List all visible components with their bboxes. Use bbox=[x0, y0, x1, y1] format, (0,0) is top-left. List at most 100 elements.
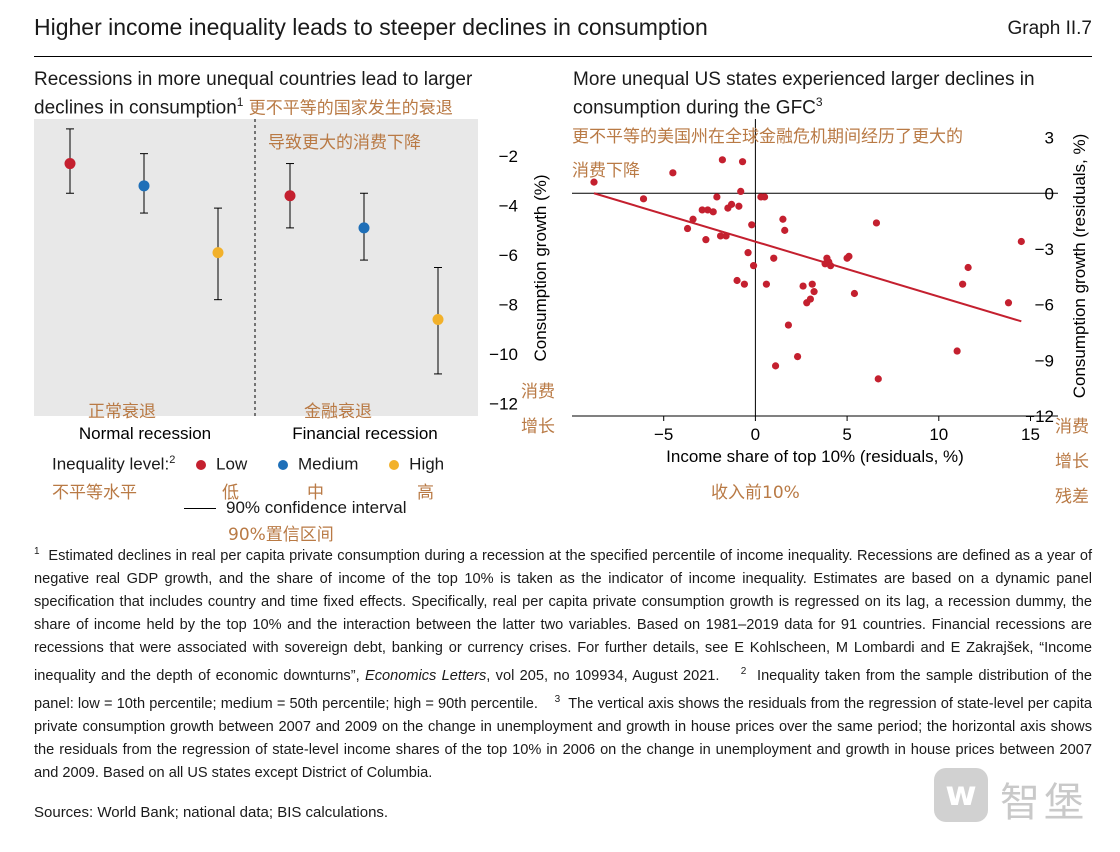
scatter-point bbox=[639, 195, 648, 203]
scatter-point bbox=[698, 206, 706, 214]
left-y-tick-label: −8 bbox=[499, 296, 518, 315]
footnote-1-text: Estimated declines in real per capita pr… bbox=[34, 547, 1092, 684]
legend-ci: 90% confidence interval bbox=[184, 498, 407, 518]
category-label-normal: Normal recession bbox=[79, 424, 211, 443]
legend-medium-cn: 中 bbox=[307, 483, 324, 503]
legend-title-cn: 不平等水平 bbox=[52, 483, 137, 503]
category-cn-financial: 金融衰退 bbox=[304, 402, 372, 422]
right-subtitle-line1: More unequal US states experienced large… bbox=[573, 69, 1035, 90]
right-y-tick-label: −9 bbox=[1035, 351, 1054, 370]
scatter-point bbox=[744, 249, 752, 257]
right-y-tick-label: −12 bbox=[1025, 407, 1054, 426]
scatter-point bbox=[964, 263, 972, 272]
point-medium bbox=[138, 180, 150, 192]
legend-title-sup: 2 bbox=[169, 454, 176, 466]
right-y-axis-label: Consumption growth (residuals, %) bbox=[1070, 134, 1089, 399]
right-x-tick-label: −5 bbox=[654, 425, 673, 444]
footnote-1-tail: , vol 205, no 109934, August 2021. bbox=[486, 667, 720, 684]
watermark: w 智堡 bbox=[934, 766, 1104, 826]
right-y-tick-label: −6 bbox=[1035, 296, 1054, 315]
legend-medium-marker bbox=[277, 460, 288, 471]
scatter-point bbox=[718, 156, 726, 164]
left-subtitle-cn-2: 导致更大的消费下降 bbox=[268, 133, 421, 153]
footnote-3-text: The vertical axis shows the residuals fr… bbox=[34, 695, 1092, 781]
watermark-text: 智堡 bbox=[1000, 780, 1088, 826]
legend-high-marker bbox=[389, 460, 400, 471]
scatter-point bbox=[1017, 237, 1025, 246]
scatter-point bbox=[748, 221, 756, 229]
scatter-point bbox=[709, 208, 717, 216]
left-subtitle: Recessions in more unequal countries lea… bbox=[34, 68, 472, 120]
scatter-point bbox=[683, 224, 692, 233]
legend-low-cn: 低 bbox=[222, 483, 239, 503]
right-subtitle-cn-1: 更不平等的美国州在全球金融危机期间经历了更大的 bbox=[572, 127, 963, 147]
scatter-point bbox=[737, 187, 745, 195]
point-high bbox=[432, 313, 444, 325]
right-x-axis-label: Income share of top 10% (residuals, %) bbox=[666, 447, 964, 466]
scatter-point bbox=[784, 321, 793, 329]
right-ylabel-cn-2: 增长 bbox=[1055, 452, 1089, 472]
legend-low-marker bbox=[196, 460, 207, 471]
point-low bbox=[284, 190, 296, 202]
scatter-point bbox=[702, 236, 710, 244]
right-y-tick-label: 3 bbox=[1045, 129, 1054, 148]
point-low bbox=[64, 158, 76, 170]
scatter-point bbox=[738, 158, 747, 166]
right-xlabel-cn: 收入前10% bbox=[711, 483, 800, 503]
legend-ci-line bbox=[184, 508, 216, 510]
right-x-tick-label: 10 bbox=[929, 425, 948, 444]
title-divider bbox=[34, 56, 1092, 57]
scatter-point bbox=[740, 280, 748, 288]
right-x-tick-label: 0 bbox=[751, 425, 760, 444]
footnote-3-marker: 3 bbox=[554, 693, 561, 705]
right-subtitle-cn-2: 消费下降 bbox=[572, 161, 640, 181]
right-y-tick-label: 0 bbox=[1045, 184, 1054, 203]
legend: Inequality level:2 Low Medium High bbox=[52, 454, 444, 475]
legend-title: Inequality level: bbox=[52, 454, 170, 474]
legend-high-label: High bbox=[409, 454, 445, 474]
legend-high-cn: 高 bbox=[417, 483, 434, 503]
scatter-point bbox=[799, 282, 807, 290]
scatter-point bbox=[793, 353, 802, 361]
right-y-tick-label: −3 bbox=[1035, 240, 1054, 259]
footnotes: 1 Estimated declines in real per capita … bbox=[34, 540, 1092, 785]
scatter-point bbox=[872, 219, 881, 227]
left-plot-background bbox=[34, 119, 478, 416]
scatter-point bbox=[810, 288, 818, 296]
left-chart: −2 −4 −6 −8 −10 −12 Normal recession Financia… bbox=[34, 119, 550, 443]
scatter-point bbox=[689, 215, 697, 223]
left-subtitle-sup: 1 bbox=[236, 95, 244, 109]
left-y-tick-label: −10 bbox=[489, 345, 518, 364]
right-subtitle: More unequal US states experienced large… bbox=[573, 68, 1035, 119]
footnote-2-marker: 2 bbox=[740, 665, 747, 677]
scatter-point bbox=[806, 295, 815, 303]
graph-label: Graph II.7 bbox=[1007, 18, 1093, 39]
right-ylabel-cn-3: 残差 bbox=[1055, 487, 1089, 507]
watermark-logo-icon: w bbox=[934, 768, 988, 822]
watermark-logo-letter: w bbox=[945, 774, 977, 814]
point-high bbox=[212, 247, 224, 259]
point-medium bbox=[358, 222, 370, 234]
legend-medium-label: Medium bbox=[297, 454, 359, 474]
scatter-point bbox=[713, 193, 721, 201]
right-x-tick-label: 15 bbox=[1021, 425, 1040, 444]
scatter-point bbox=[669, 169, 677, 177]
scatter-point bbox=[735, 202, 743, 210]
left-ylabel-cn-2: 增长 bbox=[521, 417, 555, 437]
scatter-point bbox=[845, 252, 853, 260]
scatter-point bbox=[779, 215, 787, 223]
footnote-1-marker: 1 bbox=[34, 546, 40, 557]
category-cn-normal: 正常衰退 bbox=[88, 402, 156, 422]
right-ylabel-cn-1: 消费 bbox=[1055, 417, 1089, 437]
scatter-point bbox=[760, 193, 769, 201]
left-y-tick-label: −6 bbox=[499, 246, 518, 265]
regression-line bbox=[593, 192, 1022, 323]
scatter-point bbox=[727, 200, 736, 208]
scatter-point bbox=[590, 178, 598, 186]
scatter-point bbox=[953, 347, 961, 355]
footnote-1-journal: Economics Letters bbox=[364, 667, 487, 684]
legend-ci-label: 90% confidence interval bbox=[226, 498, 407, 517]
left-subtitle-line1: Recessions in more unequal countries lea… bbox=[34, 69, 473, 90]
scatter-point bbox=[716, 232, 725, 240]
scatter-point bbox=[749, 262, 758, 270]
